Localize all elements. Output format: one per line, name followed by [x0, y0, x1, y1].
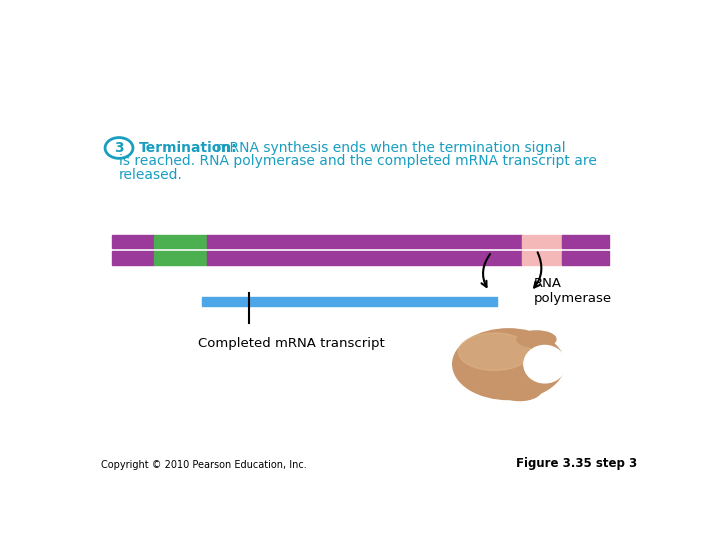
Ellipse shape — [453, 329, 564, 400]
Text: RNA
polymerase: RNA polymerase — [534, 278, 612, 306]
Bar — [112, 235, 154, 248]
Bar — [154, 252, 207, 265]
Ellipse shape — [498, 377, 542, 401]
Text: Figure 3.35 step 3: Figure 3.35 step 3 — [516, 457, 637, 470]
Bar — [523, 252, 562, 265]
Bar — [207, 235, 523, 248]
Text: is reached. RNA polymerase and the completed mRNA transcript are: is reached. RNA polymerase and the compl… — [119, 154, 597, 168]
Text: Termination:: Termination: — [139, 141, 238, 155]
Bar — [523, 235, 562, 248]
Text: Completed mRNA transcript: Completed mRNA transcript — [197, 337, 384, 350]
Text: mRNA synthesis ends when the termination signal: mRNA synthesis ends when the termination… — [215, 141, 565, 155]
Text: 3: 3 — [114, 141, 124, 155]
Ellipse shape — [532, 349, 563, 376]
Text: Copyright © 2010 Pearson Education, Inc.: Copyright © 2010 Pearson Education, Inc. — [101, 460, 307, 470]
Bar — [207, 252, 523, 265]
Bar — [202, 297, 498, 306]
Bar — [154, 235, 207, 248]
Bar — [112, 252, 154, 265]
Ellipse shape — [524, 346, 566, 383]
Bar — [562, 235, 609, 248]
Ellipse shape — [459, 333, 531, 370]
Bar — [562, 252, 609, 265]
Text: released.: released. — [119, 167, 183, 181]
Ellipse shape — [517, 331, 556, 348]
